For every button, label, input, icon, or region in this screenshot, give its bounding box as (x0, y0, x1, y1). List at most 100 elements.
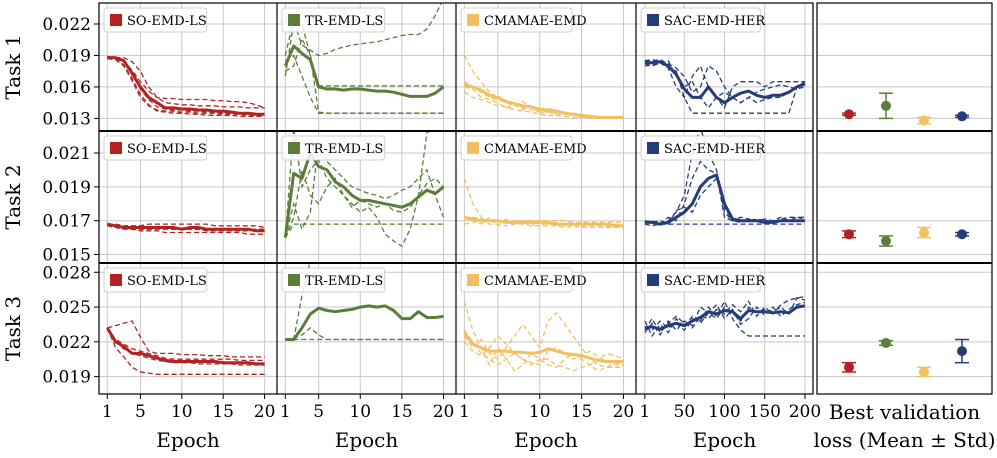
legend-label: SAC-EMD-HER (664, 274, 766, 289)
x-tick-label: 150 (749, 402, 781, 422)
x-axis-label: Epoch (693, 428, 757, 452)
x-tick-label: 20 (254, 402, 276, 422)
legend-box (281, 135, 386, 161)
x-tick-label: 10 (349, 402, 371, 422)
series-group (285, 263, 444, 341)
series-run-line (107, 225, 265, 232)
series-run-line (463, 335, 624, 366)
y-tick-label: 0.021 (42, 144, 91, 164)
series-mean-line (107, 56, 265, 116)
series-group (463, 178, 624, 229)
legend-label: CMAMAE-EMD (484, 14, 587, 29)
y-tick-label: 0.019 (42, 46, 91, 66)
series-mean-line (644, 173, 805, 226)
panel-task-1-tr-emd-ls: TR-EMD-LS (277, 3, 456, 131)
legend-swatch (110, 142, 122, 154)
y-tick-label: 0.028 (42, 263, 91, 283)
x-tick-label: 15 (212, 402, 234, 422)
series-mean-line (644, 60, 806, 105)
mean-marker-so-emd-ls (844, 362, 854, 373)
legend-box (640, 135, 761, 161)
x-tick-label: 5 (492, 402, 503, 422)
series-run-line (463, 301, 624, 372)
panel-task-2-so-emd-ls: SO-EMD-LS (99, 131, 277, 263)
mean-marker-sac-emd-her (957, 229, 967, 240)
legend-label: CMAMAE-EMD (484, 274, 587, 289)
series-run-line (284, 3, 443, 77)
x-tick-label: 1 (102, 402, 113, 422)
x-tick-label: 20 (433, 402, 455, 422)
panel-task-2-tr-emd-ls: TR-EMD-LS (277, 131, 456, 263)
legend-box (640, 267, 761, 293)
legend-swatch (647, 142, 659, 154)
summary-axis-label-line-2: loss (Mean ± Std) (813, 428, 995, 452)
mean-marker-so-emd-ls (844, 229, 854, 240)
series-run-line (284, 131, 431, 248)
summary-panel-task-2 (817, 152, 992, 256)
y-tick-label: 0.019 (42, 368, 91, 388)
series-run-line (284, 142, 445, 238)
x-tick-label: 50 (673, 402, 695, 422)
mean-marker-cmamae-emd (919, 227, 929, 238)
mean-marker-tr-emd-ls (881, 337, 891, 348)
series-run-line (644, 295, 806, 334)
summary-axis-label-line-1: Best validation (829, 400, 980, 424)
y-tick-label: 0.016 (42, 78, 91, 98)
summary-panel-task-3 (817, 271, 992, 378)
legend-box (640, 7, 761, 33)
panel-task-3-cmamae-emd: CMAMAE-EMD (456, 263, 636, 394)
legend-label: SO-EMD-LS (127, 14, 207, 29)
series-run-line (284, 36, 444, 87)
series-run-line (463, 311, 624, 368)
series-mean-line (106, 327, 265, 366)
legend-label: SAC-EMD-HER (664, 142, 766, 157)
mean-marker-tr-emd-ls (881, 236, 891, 246)
series-group (107, 55, 265, 117)
x-tick-label: 15 (391, 402, 413, 422)
mean-marker-so-emd-ls (844, 109, 854, 120)
series-group (644, 59, 806, 114)
x-tick-label: 1 (459, 402, 470, 422)
legend-box (281, 267, 386, 293)
series-run-line (106, 327, 265, 375)
x-axis-label: Epoch (335, 428, 399, 452)
panel-task-1-so-emd-ls: SO-EMD-LS (99, 3, 277, 131)
series-run-line (644, 59, 806, 109)
series-run-line (285, 327, 444, 341)
panel-task-1-sac-emd-her: SAC-EMD-HER (636, 3, 813, 131)
panel-task-3-tr-emd-ls: TR-EMD-LS (277, 263, 456, 394)
mean-marker-sac-emd-her (957, 111, 967, 122)
x-tick-label: 200 (789, 402, 821, 422)
x-tick-label: 5 (135, 402, 146, 422)
frame-summary (816, 2, 993, 395)
series-run-line (284, 223, 444, 238)
mean-marker-sac-emd-her (957, 346, 967, 357)
series-mean-line (285, 304, 444, 341)
panel-task-3-so-emd-ls: SO-EMD-LS (99, 263, 277, 394)
summary-panel-task-1 (817, 23, 992, 126)
series-group (463, 55, 624, 120)
legend-swatch (288, 142, 300, 154)
legend-swatch (467, 14, 479, 26)
series-run-line (644, 59, 806, 104)
legend-box (460, 7, 573, 33)
legend-label: TR-EMD-LS (305, 274, 383, 289)
y-tick-label: 0.019 (42, 178, 91, 198)
series-run-line (463, 178, 624, 227)
legend-swatch (288, 14, 300, 26)
x-tick-label: 1 (639, 402, 650, 422)
legend-swatch (110, 14, 122, 26)
series-run-line (284, 169, 444, 238)
series-run-line (644, 131, 805, 227)
legend-label: SO-EMD-LS (127, 274, 207, 289)
legend-swatch (467, 142, 479, 154)
row-label-task-3: Task 3 (1, 296, 25, 361)
series-group (644, 295, 806, 338)
legend-label: CMAMAE-EMD (484, 142, 587, 157)
series-run-line (644, 177, 805, 225)
panel-task-2-sac-emd-her: SAC-EMD-HER (636, 131, 813, 263)
x-tick-label: 10 (171, 402, 193, 422)
legend-swatch (110, 274, 122, 286)
legend-label: TR-EMD-LS (305, 14, 383, 29)
